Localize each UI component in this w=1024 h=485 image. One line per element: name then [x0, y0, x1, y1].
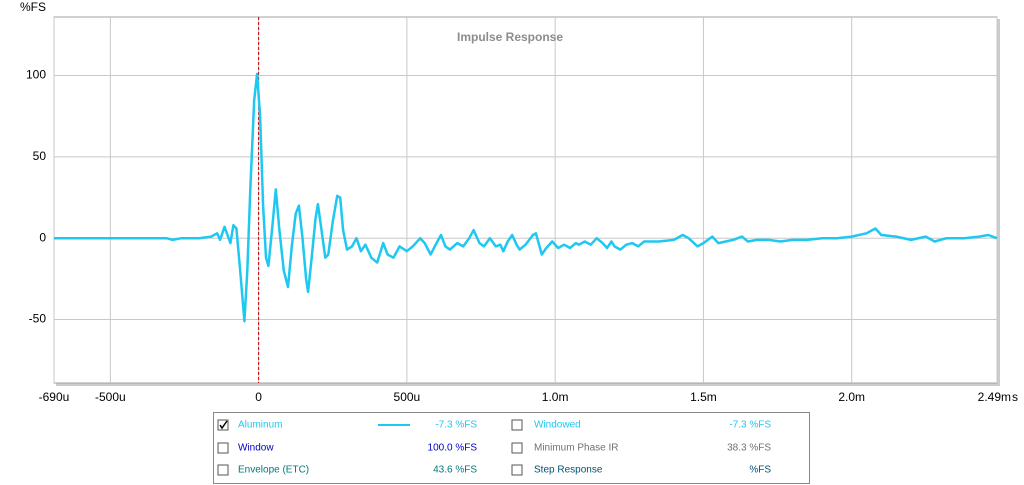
legend-reading: 43.6 %FS: [433, 465, 477, 476]
x-tick-label: 2.49m: [978, 390, 1011, 404]
x-tick-label: 2.0m: [838, 390, 865, 404]
checkmark: [219, 420, 228, 430]
legend-reading: 38.3 %FS: [727, 443, 771, 454]
legend-checkbox[interactable]: [217, 442, 229, 454]
legend-name: Envelope (ETC): [238, 465, 309, 476]
legend-checkbox[interactable]: [511, 419, 523, 431]
y-unit: %FS: [20, 0, 46, 14]
chart-title: Impulse Response: [457, 30, 563, 44]
legend: Aluminum -7.3 %FS Window 100.0 %FS Envelope …: [213, 412, 810, 484]
x-tick-label: 1.0m: [542, 390, 569, 404]
data-line: [54, 72, 998, 323]
x-unit: s: [1012, 390, 1018, 404]
y-tick-label: 0: [39, 230, 46, 244]
x-tick-label: 1.5m: [690, 390, 717, 404]
legend-name: Aluminum: [238, 420, 282, 431]
x-tick-label: -500u: [95, 390, 126, 404]
legend-name: Window: [238, 443, 274, 454]
legend-checkbox[interactable]: [511, 442, 523, 454]
legend-reading: -7.3 %FS: [729, 420, 771, 431]
legend-checkbox[interactable]: [217, 419, 229, 431]
y-tick-label: 50: [33, 149, 47, 163]
plot-area: [53, 16, 998, 384]
x-tick-label: 500u: [394, 390, 421, 404]
legend-reading: %FS: [749, 465, 771, 476]
legend-name: Step Response: [534, 465, 603, 476]
legend-checkbox[interactable]: [511, 464, 523, 476]
legend-reading: 100.0 %FS: [428, 443, 478, 454]
legend-reading: -7.3 %FS: [435, 420, 477, 431]
x-tick-label: -690u: [39, 390, 70, 404]
y-tick-label: 100: [26, 68, 46, 82]
y-tick-label: -50: [29, 312, 47, 326]
x-tick-label: 0: [255, 390, 262, 404]
legend-name: Windowed: [534, 420, 581, 431]
legend-checkbox[interactable]: [217, 464, 229, 476]
legend-name: Minimum Phase IR: [534, 443, 618, 454]
